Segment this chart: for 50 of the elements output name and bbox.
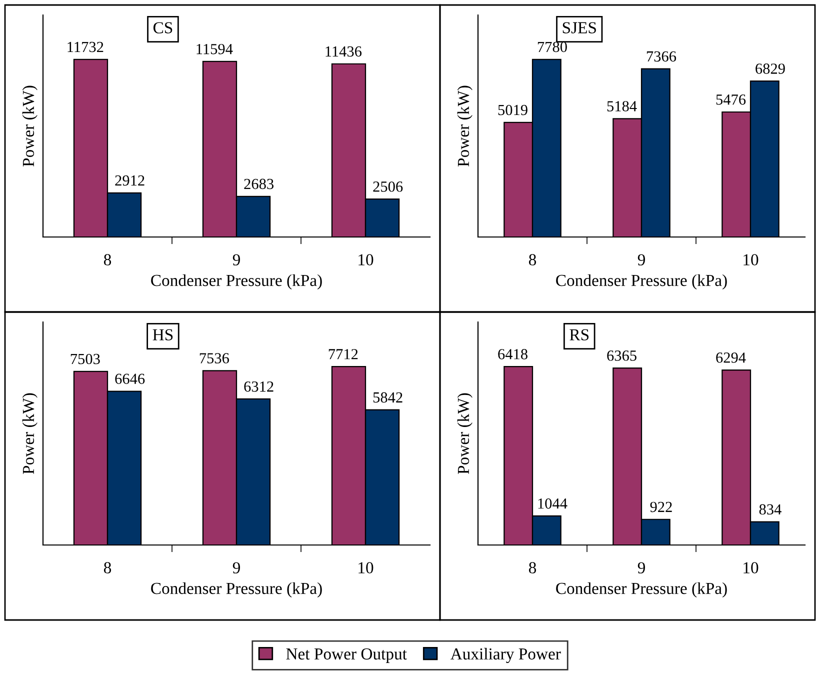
x-tick-label: 10 xyxy=(744,254,758,266)
data-label: 7780 xyxy=(538,42,567,52)
data-label: 7366 xyxy=(646,51,676,62)
data-label: 11436 xyxy=(326,46,362,57)
x-tick-label: 9 xyxy=(638,254,645,266)
y-axis-title: Power (kW) xyxy=(457,393,472,474)
x-tick-label: 8 xyxy=(528,254,536,266)
x-tick-label: 10 xyxy=(358,562,374,574)
x-tick-label: 9 xyxy=(232,562,240,574)
y-axis-title: Power (kW) xyxy=(457,86,472,166)
legend-label: Net Power Output xyxy=(286,648,407,663)
x-tick-label: 8 xyxy=(104,254,112,266)
chart-title: RS xyxy=(570,329,589,340)
y-axis-title: Power (kW) xyxy=(22,393,38,474)
chart-title: SJES xyxy=(562,22,596,34)
data-label: 6312 xyxy=(244,381,274,392)
data-label: 2506 xyxy=(373,181,403,192)
y-axis-title: Power (kW) xyxy=(22,86,38,166)
data-label: 11594 xyxy=(196,44,233,54)
x-axis-title: Condenser Pressure (kPa) xyxy=(151,582,322,598)
data-label: 5842 xyxy=(373,392,402,403)
x-axis-title: Condenser Pressure (kPa) xyxy=(151,274,322,290)
data-label: 5476 xyxy=(716,94,746,105)
x-tick-label: 10 xyxy=(358,254,374,266)
data-label: 6646 xyxy=(115,374,145,384)
data-label: 5019 xyxy=(498,104,528,116)
data-label: 2912 xyxy=(115,175,144,186)
data-label: 6365 xyxy=(607,350,636,361)
x-tick-label: 8 xyxy=(528,562,536,574)
chart-title: HS xyxy=(152,329,173,340)
data-label: 2683 xyxy=(244,178,274,190)
data-label: 922 xyxy=(650,502,672,512)
data-label: 6294 xyxy=(716,352,746,363)
data-label: 834 xyxy=(759,504,782,515)
x-tick-label: 9 xyxy=(232,254,240,266)
data-label: 7712 xyxy=(328,349,358,360)
data-label: 5184 xyxy=(607,101,637,112)
data-label: 6418 xyxy=(498,349,528,360)
x-axis-title: Condenser Pressure (kPa) xyxy=(556,274,727,290)
data-label: 1044 xyxy=(538,498,568,509)
data-label: 7503 xyxy=(70,354,100,364)
data-label: 11732 xyxy=(68,42,104,52)
data-label: 6829 xyxy=(756,64,785,74)
data-label: 7536 xyxy=(200,353,229,364)
x-tick-label: 9 xyxy=(638,562,645,574)
legend-label: Auxiliary Power xyxy=(450,648,561,663)
x-axis-title: Condenser Pressure (kPa) xyxy=(556,582,727,598)
x-tick-label: 8 xyxy=(104,562,112,574)
chart-title: CS xyxy=(153,22,172,34)
x-tick-label: 10 xyxy=(744,562,758,574)
